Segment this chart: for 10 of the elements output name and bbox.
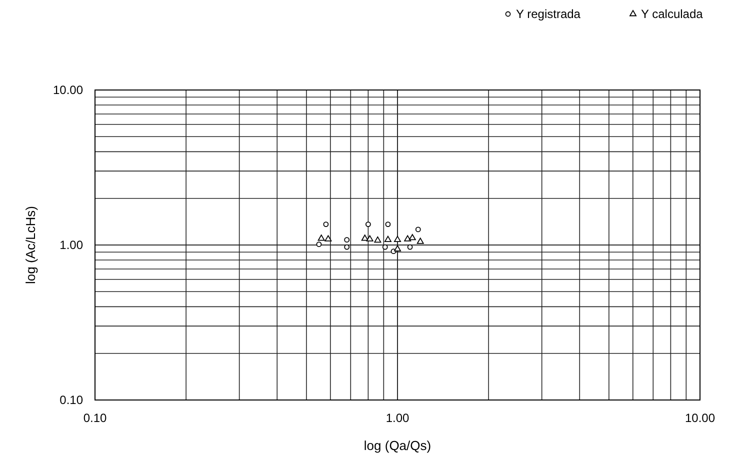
y-tick-label: 10.00 (52, 83, 84, 97)
x-tick-label: 0.10 (83, 411, 107, 425)
y-axis-title: log (Ac/LcHs) (23, 206, 38, 284)
legend-label: Y registrada (516, 7, 581, 21)
x-tick-label: 1.00 (386, 411, 410, 425)
x-tick-label: 10.00 (684, 411, 716, 425)
legend-label: Y calculada (641, 7, 704, 21)
y-tick-label: 1.00 (60, 238, 84, 252)
x-axis-title: log (Qa/Qs) (364, 438, 432, 453)
y-tick-label: 0.10 (60, 393, 84, 407)
